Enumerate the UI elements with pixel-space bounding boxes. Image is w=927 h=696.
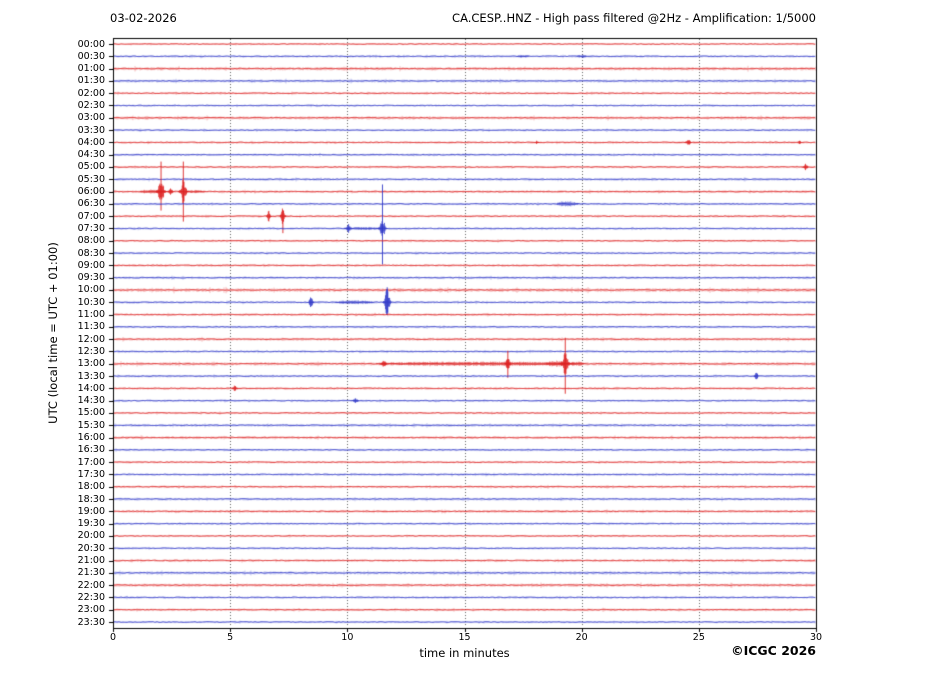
y-tick-label: 21:30 — [77, 567, 105, 579]
y-tick-label: 17:30 — [77, 468, 105, 480]
y-tick-label: 06:00 — [77, 186, 105, 198]
y-tick-label: 01:00 — [77, 63, 105, 75]
y-tick-label: 14:30 — [77, 395, 105, 407]
y-tick-label: 06:30 — [77, 198, 105, 210]
y-tick-label: 00:30 — [77, 50, 105, 62]
y-tick-label: 17:00 — [77, 456, 105, 468]
y-tick-label: 03:00 — [77, 112, 105, 124]
y-tick-label: 15:00 — [77, 407, 105, 419]
y-tick-label: 13:00 — [77, 358, 105, 370]
y-tick-label: 02:30 — [77, 99, 105, 111]
x-tick-label: 10 — [341, 632, 354, 643]
y-tick-label: 08:30 — [77, 247, 105, 259]
y-tick-label: 05:30 — [77, 173, 105, 185]
y-tick-label: 00:00 — [77, 38, 105, 50]
y-tick-label: 11:00 — [77, 309, 105, 321]
y-tick-label: 18:00 — [77, 481, 105, 493]
y-tick-label: 19:00 — [77, 505, 105, 517]
x-tick-label: 20 — [575, 632, 588, 643]
y-tick-label: 10:30 — [77, 296, 105, 308]
y-tick-label: 05:00 — [77, 161, 105, 173]
y-tick-label: 21:00 — [77, 555, 105, 566]
copyright-text: ©ICGC 2026 — [731, 643, 816, 658]
y-tick-label: 07:30 — [77, 222, 105, 234]
y-tick-label: 04:30 — [77, 149, 105, 161]
x-tick-label: 15 — [458, 632, 471, 643]
y-tick-label: 20:00 — [77, 530, 105, 542]
y-tick-label: 22:30 — [77, 591, 105, 603]
y-tick-label: 10:00 — [77, 284, 105, 296]
y-tick-label: 15:30 — [77, 419, 105, 431]
y-tick-label: 12:30 — [77, 345, 105, 357]
y-tick-label: 18:30 — [77, 493, 105, 505]
x-tick-label: 25 — [692, 632, 705, 643]
y-tick-label: 13:30 — [77, 370, 105, 382]
station-title: CA.CESP..HNZ - High pass filtered @2Hz -… — [452, 11, 816, 25]
date-title: 03-02-2026 — [110, 11, 177, 25]
y-tick-label: 19:30 — [77, 518, 105, 530]
y-tick-label: 07:00 — [77, 210, 105, 222]
x-tick-label: 0 — [109, 632, 117, 643]
y-tick-label: 14:00 — [77, 382, 105, 394]
y-tick-label: 09:00 — [77, 259, 105, 271]
y-tick-label: 09:30 — [77, 272, 105, 284]
x-axis-label: time in minutes — [419, 646, 510, 660]
y-tick-label: 01:30 — [77, 75, 105, 87]
y-tick-label: 22:00 — [77, 579, 105, 591]
y-tick-label: 16:30 — [77, 444, 105, 456]
y-tick-label: 20:30 — [77, 542, 105, 554]
y-tick-label: 02:00 — [77, 87, 105, 99]
y-tick-label: 23:00 — [77, 604, 105, 616]
y-tick-label: 16:00 — [77, 432, 105, 444]
x-tick-label: 5 — [227, 632, 234, 643]
y-tick-label: 08:00 — [77, 235, 105, 247]
y-tick-label: 12:00 — [77, 333, 105, 345]
x-tick-label: 30 — [809, 632, 823, 643]
y-tick-label: 03:30 — [77, 124, 105, 136]
y-tick-label: 23:30 — [77, 616, 105, 628]
y-tick-label: 11:30 — [77, 321, 105, 333]
y-tick-label: 04:00 — [77, 136, 105, 148]
